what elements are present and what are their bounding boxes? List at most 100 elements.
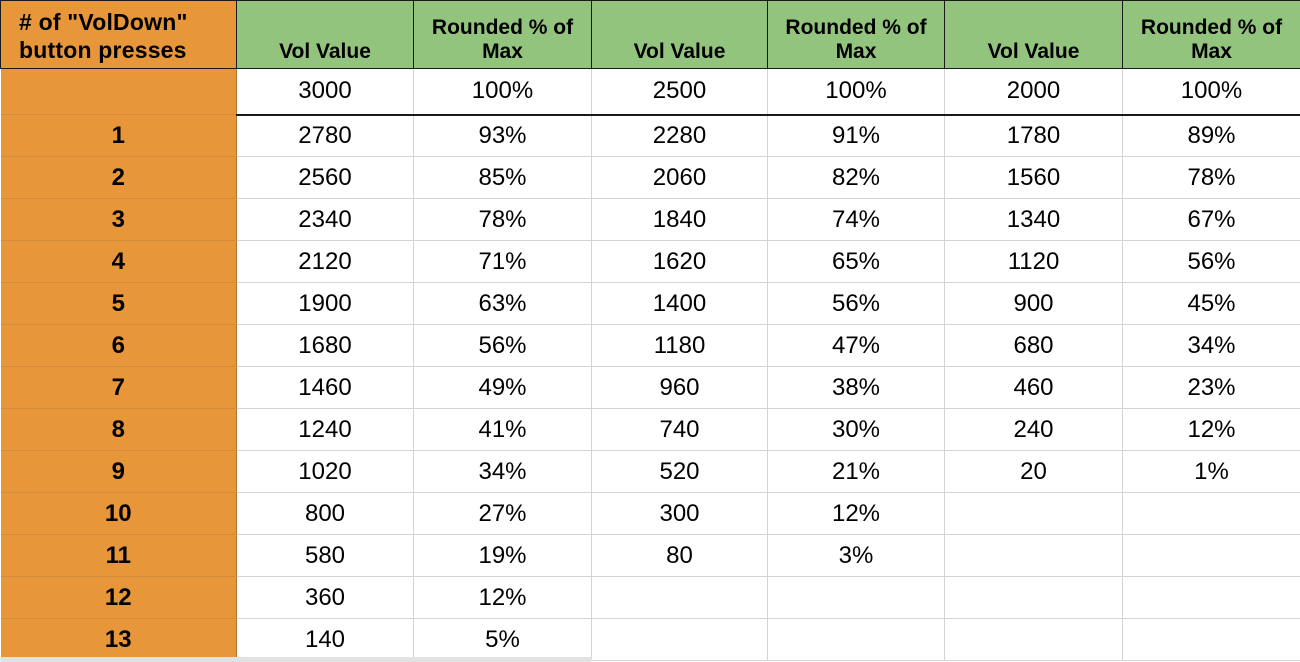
rounded-pct-cell[interactable]: 85% [413,156,592,199]
vol-value-cell[interactable]: 2060 [591,156,768,199]
rounded-pct-cell[interactable]: 47% [767,324,945,367]
vol-value-cell[interactable]: 580 [236,534,414,577]
press-count-cell[interactable]: 13 [0,618,237,661]
vol-value-cell[interactable]: 800 [236,492,414,535]
vol-value-cell[interactable]: 1620 [591,240,768,283]
vol-value-cell[interactable]: 1120 [944,240,1123,283]
horizontal-scrollbar[interactable] [0,657,592,662]
rounded-pct-cell[interactable]: 12% [413,576,592,619]
press-count-cell[interactable]: 3 [0,198,237,241]
rounded-pct-cell[interactable]: 34% [1122,324,1300,367]
vol-value-cell[interactable]: 1680 [236,324,414,367]
press-count-cell[interactable]: 4 [0,240,237,283]
vol-value-cell[interactable]: 960 [591,366,768,409]
vol-value-cell[interactable]: 360 [236,576,414,619]
vol-value-cell[interactable]: 1840 [591,198,768,241]
vol-value-cell[interactable] [591,618,768,661]
vol-value-cell[interactable]: 3000 [236,68,414,116]
rounded-pct-cell[interactable]: 12% [1122,408,1300,451]
rounded-pct-cell[interactable] [1122,576,1300,619]
rounded-pct-cell[interactable]: 63% [413,282,592,325]
rounded-pct-cell[interactable]: 56% [767,282,945,325]
press-count-cell[interactable]: 7 [0,366,237,409]
press-count-cell[interactable]: 6 [0,324,237,367]
press-count-cell[interactable]: 5 [0,282,237,325]
vol-value-cell[interactable] [591,576,768,619]
header-vol-value-3000[interactable]: Vol Value [236,0,414,69]
rounded-pct-cell[interactable]: 1% [1122,450,1300,493]
rounded-pct-cell[interactable]: 27% [413,492,592,535]
vol-value-cell[interactable]: 1340 [944,198,1123,241]
vol-value-cell[interactable]: 80 [591,534,768,577]
rounded-pct-cell[interactable]: 100% [767,68,945,116]
rounded-pct-cell[interactable] [1122,618,1300,661]
rounded-pct-cell[interactable]: 3% [767,534,945,577]
vol-value-cell[interactable]: 1020 [236,450,414,493]
vol-value-cell[interactable] [944,492,1123,535]
press-count-cell[interactable]: 9 [0,450,237,493]
vol-value-cell[interactable]: 2120 [236,240,414,283]
rounded-pct-cell[interactable]: 30% [767,408,945,451]
vol-value-cell[interactable]: 1460 [236,366,414,409]
vol-value-cell[interactable] [944,618,1123,661]
rounded-pct-cell[interactable]: 78% [1122,156,1300,199]
rounded-pct-cell[interactable]: 74% [767,198,945,241]
vol-value-cell[interactable] [944,534,1123,577]
press-count-cell[interactable]: 8 [0,408,237,451]
rounded-pct-cell[interactable] [767,576,945,619]
rounded-pct-cell[interactable]: 19% [413,534,592,577]
rounded-pct-cell[interactable] [1122,534,1300,577]
vol-value-cell[interactable]: 900 [944,282,1123,325]
rounded-pct-cell[interactable]: 12% [767,492,945,535]
press-count-cell[interactable]: 12 [0,576,237,619]
vol-value-cell[interactable]: 2280 [591,114,768,157]
vol-value-cell[interactable]: 1400 [591,282,768,325]
header-rounded-pct-2500[interactable]: Rounded % of Max [767,0,945,69]
header-rounded-pct-3000[interactable]: Rounded % of Max [413,0,592,69]
press-count-cell[interactable]: 2 [0,156,237,199]
rounded-pct-cell[interactable]: 71% [413,240,592,283]
rounded-pct-cell[interactable] [767,618,945,661]
vol-value-cell[interactable]: 240 [944,408,1123,451]
vol-value-cell[interactable]: 1780 [944,114,1123,157]
rounded-pct-cell[interactable]: 89% [1122,114,1300,157]
press-count-cell[interactable]: 11 [0,534,237,577]
vol-value-cell[interactable]: 2000 [944,68,1123,116]
rounded-pct-cell[interactable]: 82% [767,156,945,199]
rounded-pct-cell[interactable]: 41% [413,408,592,451]
vol-value-cell[interactable]: 520 [591,450,768,493]
vol-value-cell[interactable]: 2780 [236,114,414,157]
rounded-pct-cell[interactable]: 49% [413,366,592,409]
vol-value-cell[interactable]: 1900 [236,282,414,325]
vol-value-cell[interactable]: 460 [944,366,1123,409]
rounded-pct-cell[interactable]: 91% [767,114,945,157]
vol-value-cell[interactable]: 20 [944,450,1123,493]
press-count-cell[interactable]: 10 [0,492,237,535]
vol-value-cell[interactable]: 680 [944,324,1123,367]
vol-value-cell[interactable]: 1240 [236,408,414,451]
vol-value-cell[interactable]: 740 [591,408,768,451]
rounded-pct-cell[interactable]: 23% [1122,366,1300,409]
press-count-cell[interactable] [0,68,237,115]
header-rounded-pct-2000[interactable]: Rounded % of Max [1122,0,1300,69]
rounded-pct-cell[interactable]: 34% [413,450,592,493]
header-button-presses[interactable]: # of "VolDown" button presses [0,0,237,69]
vol-value-cell[interactable]: 2340 [236,198,414,241]
header-vol-value-2000[interactable]: Vol Value [944,0,1123,69]
vol-value-cell[interactable] [944,576,1123,619]
vol-value-cell[interactable]: 1560 [944,156,1123,199]
rounded-pct-cell[interactable]: 56% [413,324,592,367]
rounded-pct-cell[interactable]: 100% [1122,68,1300,116]
vol-value-cell[interactable]: 140 [236,618,414,661]
rounded-pct-cell[interactable]: 45% [1122,282,1300,325]
vol-value-cell[interactable]: 300 [591,492,768,535]
rounded-pct-cell[interactable] [1122,492,1300,535]
press-count-cell[interactable]: 1 [0,114,237,157]
rounded-pct-cell[interactable]: 56% [1122,240,1300,283]
rounded-pct-cell[interactable]: 38% [767,366,945,409]
rounded-pct-cell[interactable]: 67% [1122,198,1300,241]
rounded-pct-cell[interactable]: 21% [767,450,945,493]
rounded-pct-cell[interactable]: 65% [767,240,945,283]
vol-value-cell[interactable]: 2500 [591,68,768,116]
rounded-pct-cell[interactable]: 100% [413,68,592,116]
